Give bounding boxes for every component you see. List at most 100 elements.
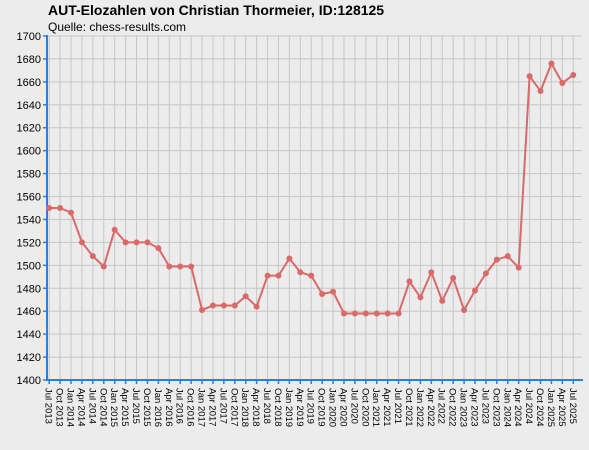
data-point <box>537 88 544 95</box>
x-tick-label: Jul 2022 <box>436 388 447 424</box>
data-point <box>46 205 53 211</box>
data-point <box>526 73 533 80</box>
data-point <box>68 209 75 216</box>
x-tick-label: Apr 2025 <box>556 388 567 427</box>
x-tick-label: Apr 2015 <box>119 388 130 427</box>
x-tick-label: Jan 2020 <box>327 388 338 427</box>
x-tick-label: Oct 2022 <box>447 388 458 427</box>
data-point <box>548 60 555 67</box>
x-tick-label: Apr 2017 <box>206 388 217 427</box>
x-tick-label: Apr 2014 <box>75 388 86 427</box>
y-tick-label: 1620 <box>17 123 41 135</box>
x-tick-label: Jan 2024 <box>501 388 512 427</box>
x-tick-label: Jul 2016 <box>174 388 185 424</box>
data-point <box>450 274 457 281</box>
x-tick-label: Jan 2025 <box>545 388 556 427</box>
data-point <box>231 302 238 309</box>
data-point <box>428 269 435 276</box>
plot-area <box>47 36 582 380</box>
data-point <box>100 263 107 270</box>
x-tick-label: Oct 2015 <box>141 388 152 427</box>
data-point <box>78 239 85 246</box>
x-tick-label: Oct 2016 <box>185 388 196 427</box>
y-tick-label: 1520 <box>17 237 41 249</box>
data-point <box>122 239 129 246</box>
y-tick-label: 1600 <box>17 146 41 158</box>
data-point <box>570 71 577 78</box>
y-tick-label: 1420 <box>17 352 41 364</box>
chart-title: AUT-Elozahlen von Christian Thormeier, I… <box>48 2 385 18</box>
data-point <box>461 307 468 314</box>
data-point <box>439 297 446 304</box>
x-tick-label: Oct 2020 <box>359 388 370 427</box>
data-point <box>384 310 391 317</box>
data-point <box>559 80 566 87</box>
x-tick-label: Jul 2020 <box>348 388 359 424</box>
x-tick-label: Oct 2023 <box>490 388 501 427</box>
x-tick-label: Jan 2015 <box>108 388 119 427</box>
x-tick-label: Jul 2014 <box>86 388 97 424</box>
data-point <box>493 256 500 263</box>
data-point <box>155 245 162 252</box>
data-point <box>297 269 304 276</box>
y-tick-label: 1700 <box>17 31 41 43</box>
x-tick-label: Jan 2019 <box>283 388 294 427</box>
data-point <box>362 310 369 317</box>
x-tick-label: Apr 2019 <box>294 388 305 427</box>
x-tick-label: Jul 2013 <box>43 388 54 424</box>
data-point <box>89 253 96 260</box>
data-point <box>199 307 206 314</box>
data-point <box>209 302 216 309</box>
x-tick-label: Apr 2023 <box>469 388 480 427</box>
x-tick-label: Jul 2015 <box>130 388 141 424</box>
x-tick-label: Jul 2019 <box>305 388 316 424</box>
y-tick-label: 1480 <box>17 283 41 295</box>
data-point <box>504 253 511 260</box>
data-point <box>220 302 227 309</box>
x-tick-label: Oct 2018 <box>272 388 283 427</box>
x-tick-label: Jul 2017 <box>217 388 228 424</box>
chart-subtitle: Quelle: chess-results.com <box>48 20 187 34</box>
y-tick-label: 1540 <box>17 214 41 226</box>
y-tick-label: 1500 <box>17 260 41 272</box>
x-tick-label: Jul 2018 <box>261 388 272 424</box>
x-tick-label: Oct 2017 <box>228 388 239 427</box>
data-point <box>319 291 326 297</box>
x-tick-label: Apr 2020 <box>337 388 348 427</box>
data-point <box>395 310 402 317</box>
data-point <box>177 263 184 270</box>
x-tick-label: Jul 2025 <box>567 388 578 424</box>
x-tick-label: Oct 2014 <box>97 388 108 427</box>
x-tick-label: Jul 2024 <box>523 388 534 424</box>
data-point <box>351 310 358 317</box>
x-tick-label: Apr 2021 <box>381 388 392 427</box>
y-tick-label: 1580 <box>17 169 41 181</box>
y-tick-label: 1460 <box>17 306 41 318</box>
data-point <box>417 294 424 301</box>
x-tick-label: Jul 2021 <box>392 388 403 424</box>
x-tick-label: Jan 2014 <box>65 388 76 427</box>
data-point <box>242 293 249 300</box>
data-point <box>482 270 489 277</box>
data-point <box>308 272 315 279</box>
y-tick-label: 1660 <box>17 77 41 89</box>
data-point <box>275 272 282 279</box>
x-tick-label: Jan 2022 <box>414 388 425 427</box>
data-point <box>111 226 118 233</box>
x-tick-label: Jan 2023 <box>458 388 469 427</box>
data-point <box>253 303 260 310</box>
data-point <box>330 288 337 295</box>
x-tick-label: Oct 2019 <box>316 388 327 427</box>
x-tick-label: Apr 2024 <box>512 388 523 427</box>
x-tick-label: Jan 2021 <box>370 388 381 427</box>
x-tick-label: Jan 2018 <box>239 388 250 427</box>
data-point <box>188 263 195 270</box>
x-tick-label: Oct 2021 <box>403 388 414 427</box>
data-point <box>166 263 173 270</box>
x-tick-label: Apr 2016 <box>163 388 174 427</box>
data-point <box>406 278 413 285</box>
y-tick-label: 1400 <box>17 375 41 387</box>
y-tick-label: 1680 <box>17 54 41 66</box>
x-tick-label: Apr 2018 <box>250 388 261 427</box>
